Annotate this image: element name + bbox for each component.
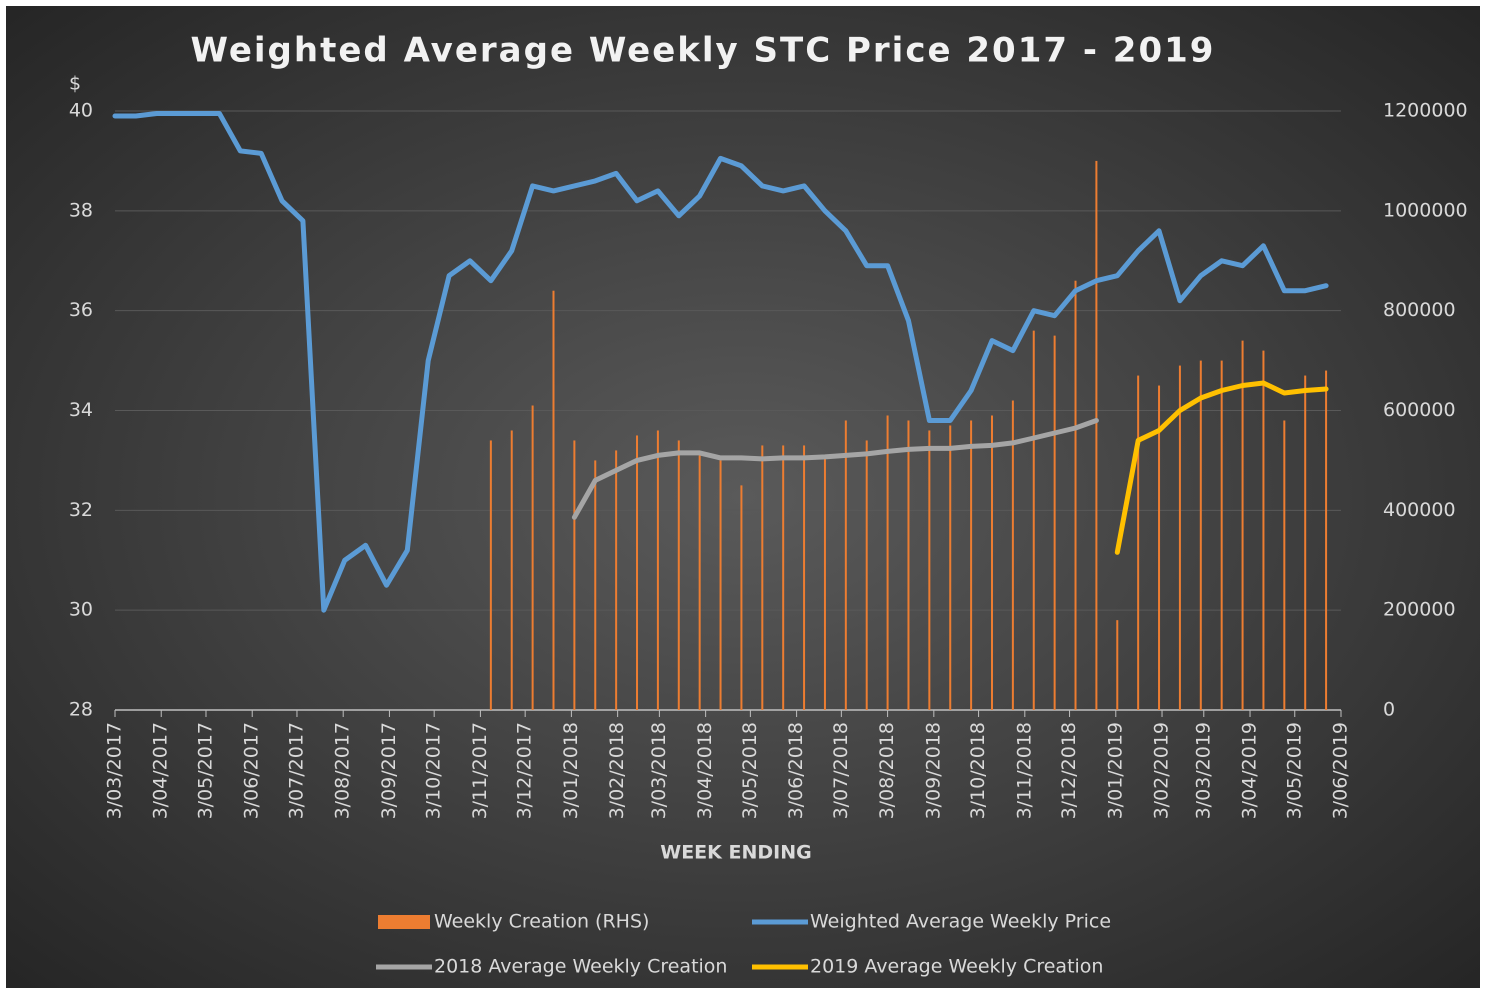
bar bbox=[698, 455, 701, 710]
bar bbox=[531, 405, 534, 710]
bar bbox=[1262, 350, 1265, 710]
x-tick-label: 3/05/2018 bbox=[739, 722, 761, 819]
x-tick-label: 3/04/2019 bbox=[1239, 722, 1261, 819]
bar bbox=[907, 420, 910, 710]
legend-label: Weighted Average Weekly Price bbox=[810, 911, 1111, 933]
x-axis-label: WEEK ENDING bbox=[660, 842, 811, 864]
bar bbox=[1325, 370, 1328, 710]
bar bbox=[990, 415, 993, 710]
x-tick-label: 3/11/2017 bbox=[469, 722, 491, 819]
y2-tick-label: 0 bbox=[1383, 699, 1395, 721]
bar bbox=[1032, 330, 1035, 710]
x-tick-label: 3/02/2018 bbox=[606, 722, 628, 819]
bar bbox=[510, 430, 513, 710]
y2-tick-label: 400000 bbox=[1383, 499, 1456, 521]
y-tick-label: 38 bbox=[69, 199, 93, 221]
bar bbox=[865, 440, 868, 710]
bar bbox=[656, 430, 659, 710]
bar bbox=[928, 430, 931, 710]
x-tick-label: 3/05/2019 bbox=[1283, 722, 1305, 819]
x-tick-label: 3/10/2018 bbox=[967, 722, 989, 819]
y2-tick-label: 1200000 bbox=[1383, 100, 1468, 122]
y-tick-label: 28 bbox=[69, 699, 93, 721]
bar bbox=[615, 450, 618, 710]
bar bbox=[1137, 375, 1140, 710]
bar bbox=[1011, 400, 1014, 710]
legend-label: 2018 Average Weekly Creation bbox=[434, 956, 727, 978]
x-tick-label: 3/06/2019 bbox=[1330, 722, 1352, 819]
x-tick-label: 3/03/2017 bbox=[104, 722, 126, 819]
bar bbox=[1304, 375, 1307, 710]
bar bbox=[1241, 340, 1244, 710]
bar bbox=[1116, 620, 1119, 710]
bar bbox=[970, 420, 973, 710]
bar bbox=[552, 290, 555, 710]
x-tick-label: 3/12/2018 bbox=[1058, 722, 1080, 819]
y2-tick-label: 1000000 bbox=[1383, 199, 1468, 221]
x-tick-label: 3/04/2018 bbox=[694, 722, 716, 819]
bar bbox=[1053, 335, 1056, 710]
x-tick-label: 3/12/2017 bbox=[514, 722, 536, 819]
bar bbox=[886, 415, 889, 710]
y-tick-label: 34 bbox=[69, 399, 93, 421]
bar bbox=[844, 420, 847, 710]
bar bbox=[1074, 280, 1077, 710]
x-tick-label: 3/09/2018 bbox=[922, 722, 944, 819]
x-tick-label: 3/01/2018 bbox=[560, 722, 582, 819]
bar bbox=[1283, 420, 1286, 710]
bar bbox=[1220, 360, 1223, 710]
bar bbox=[761, 445, 764, 710]
legend-label: 2019 Average Weekly Creation bbox=[810, 956, 1103, 978]
y2-tick-label: 200000 bbox=[1383, 599, 1456, 621]
x-tick-label: 3/08/2018 bbox=[876, 722, 898, 819]
bar bbox=[1095, 160, 1098, 710]
bar bbox=[594, 460, 597, 710]
y-tick-label: 40 bbox=[69, 100, 93, 122]
bar bbox=[573, 440, 576, 710]
bar bbox=[1178, 365, 1181, 710]
legend-swatch bbox=[378, 915, 430, 929]
bar bbox=[782, 445, 785, 710]
bar bbox=[489, 440, 492, 710]
x-tick-label: 3/03/2019 bbox=[1192, 722, 1214, 819]
x-tick-label: 3/06/2017 bbox=[241, 722, 263, 819]
bar bbox=[1199, 360, 1202, 710]
x-tick-label: 3/01/2019 bbox=[1104, 722, 1126, 819]
x-tick-label: 3/09/2017 bbox=[378, 722, 400, 819]
x-tick-label: 3/10/2017 bbox=[423, 722, 445, 819]
line bbox=[1114, 380, 1329, 555]
x-tick-label: 3/02/2019 bbox=[1151, 722, 1173, 819]
chart-title: Weighted Average Weekly STC Price 2017 -… bbox=[191, 31, 1216, 71]
bar bbox=[949, 425, 952, 710]
x-tick-label: 3/11/2018 bbox=[1013, 722, 1035, 819]
x-tick-label: 3/03/2018 bbox=[648, 722, 670, 819]
y2-tick-label: 800000 bbox=[1383, 299, 1456, 321]
bar bbox=[740, 485, 743, 710]
bar bbox=[803, 445, 806, 710]
line bbox=[112, 111, 1329, 613]
line bbox=[571, 418, 1099, 520]
bar bbox=[823, 455, 826, 710]
y-tick-label: 36 bbox=[69, 299, 93, 321]
bar bbox=[719, 460, 722, 710]
bar bbox=[677, 440, 680, 710]
bar bbox=[1158, 385, 1161, 710]
x-tick-label: 3/04/2017 bbox=[150, 722, 172, 819]
x-tick-label: 3/05/2017 bbox=[194, 722, 216, 819]
y-tick-label: 32 bbox=[69, 499, 93, 521]
x-tick-label: 3/07/2017 bbox=[285, 722, 307, 819]
legend-label: Weekly Creation (RHS) bbox=[434, 911, 649, 933]
y-axis-label: $ bbox=[69, 73, 81, 95]
y-tick-label: 30 bbox=[69, 599, 93, 621]
x-tick-label: 3/07/2018 bbox=[830, 722, 852, 819]
y2-tick-label: 600000 bbox=[1383, 399, 1456, 421]
x-tick-label: 3/08/2017 bbox=[332, 722, 354, 819]
x-tick-label: 3/06/2018 bbox=[785, 722, 807, 819]
bar bbox=[636, 435, 639, 710]
